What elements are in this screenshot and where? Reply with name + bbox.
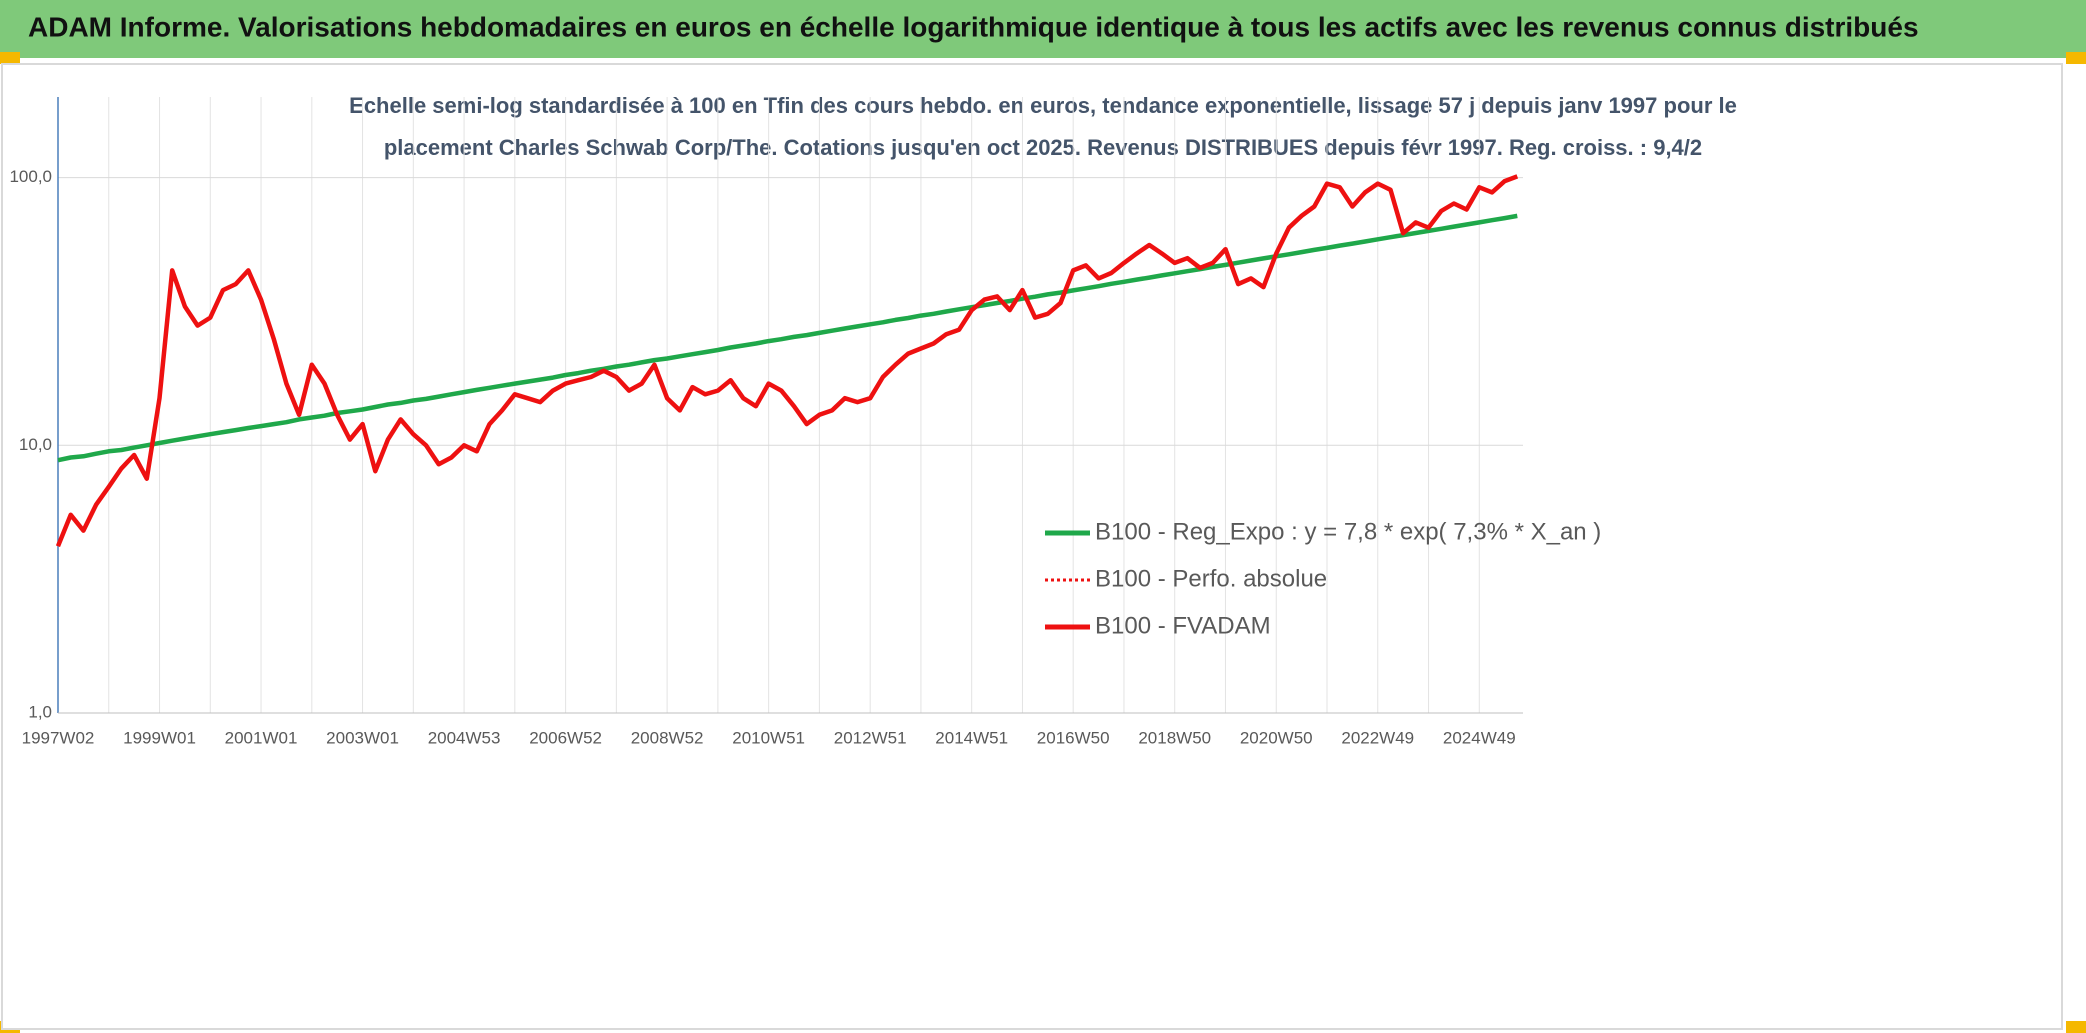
x-tick-label: 2022W49 [1341, 728, 1414, 747]
corner [2066, 52, 2086, 64]
x-tick-label: 2020W50 [1240, 728, 1313, 747]
legend-label: B100 - FVADAM [1095, 612, 1271, 639]
legend-label: B100 - Perfo. absolue [1095, 565, 1327, 592]
x-tick-label: 2012W51 [834, 728, 907, 747]
x-tick-label: 2004W53 [428, 728, 501, 747]
chart-frame [1, 63, 2063, 1030]
x-tick-label: 2018W50 [1138, 728, 1211, 747]
page-title: ADAM Informe. Valorisations hebdomadaire… [28, 11, 1919, 42]
y-tick-label: 1,0 [28, 702, 52, 721]
y-tick-label: 100,0 [9, 167, 52, 186]
x-tick-label: 2024W49 [1443, 728, 1516, 747]
x-tick-label: 1999W01 [123, 728, 196, 747]
chart-subtitle: placement Charles Schwab Corp/The. Cotat… [384, 135, 1702, 160]
series-line [56, 174, 1518, 547]
legend-label: B100 - Reg_Expo : y = 7,8 * exp( 7,3% * … [1095, 518, 1601, 545]
corner [2066, 1021, 2086, 1033]
x-tick-label: 2001W01 [225, 728, 298, 747]
chart-subtitle: Echelle semi-log standardisée à 100 en T… [349, 93, 1737, 118]
x-tick-label: 2003W01 [326, 728, 399, 747]
x-tick-label: 2016W50 [1037, 728, 1110, 747]
title-bar [0, 0, 2086, 58]
x-tick-label: 2008W52 [631, 728, 704, 747]
x-tick-label: 1997W02 [22, 728, 95, 747]
x-tick-label: 2010W51 [732, 728, 805, 747]
y-tick-label: 10,0 [19, 435, 52, 454]
x-tick-label: 2014W51 [935, 728, 1008, 747]
corner [0, 52, 20, 64]
x-tick-label: 2006W52 [529, 728, 602, 747]
